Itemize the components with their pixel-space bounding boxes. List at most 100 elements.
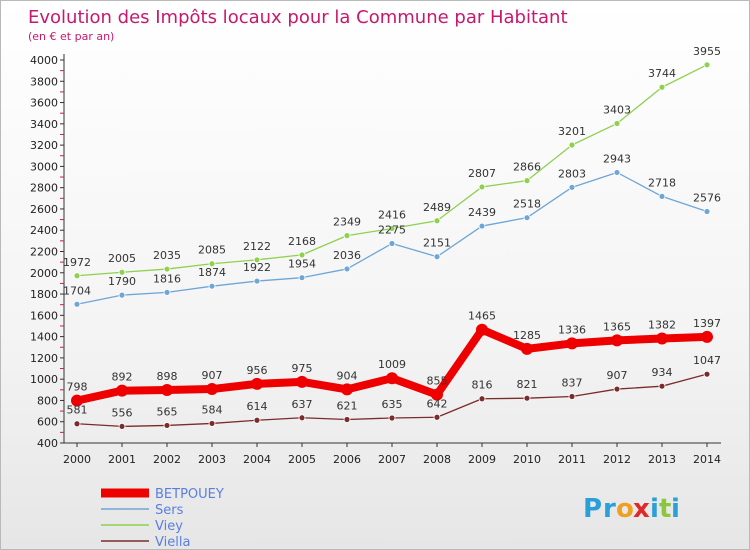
data-point-viey xyxy=(613,120,621,127)
data-label-viey: 2489 xyxy=(423,201,451,214)
data-point-viey xyxy=(208,260,216,268)
data-label-viey: 3201 xyxy=(558,125,586,138)
y-tick-label: 2000 xyxy=(30,267,58,280)
data-point-viella xyxy=(343,416,351,423)
data-label-viey: 2005 xyxy=(108,252,136,265)
y-tick-label: 2400 xyxy=(30,224,58,237)
data-label-betpouey: 956 xyxy=(247,364,268,377)
x-tick-label: 2004 xyxy=(243,453,271,466)
data-label-sers: 2439 xyxy=(468,206,496,219)
data-label-betpouey: 1365 xyxy=(603,320,631,333)
data-point-betpouey xyxy=(611,334,623,347)
x-tick-label: 2012 xyxy=(603,453,631,466)
data-point-viey xyxy=(253,256,261,264)
data-label-viella: 581 xyxy=(67,404,88,417)
data-point-sers xyxy=(523,214,531,222)
y-tick-label: 4000 xyxy=(30,54,58,67)
data-point-betpouey xyxy=(341,383,353,396)
data-label-sers: 2803 xyxy=(558,167,586,180)
legend-label-betpouey: BETPOUEY xyxy=(155,487,224,502)
data-point-sers xyxy=(433,253,441,261)
data-point-betpouey xyxy=(296,375,308,388)
data-label-sers: 2036 xyxy=(333,249,361,262)
data-label-viella: 934 xyxy=(652,366,673,379)
y-tick-label: 1400 xyxy=(30,331,58,344)
data-label-viella: 635 xyxy=(382,398,403,411)
y-tick-label: 1200 xyxy=(30,352,58,365)
data-point-sers xyxy=(658,192,666,200)
data-point-viey xyxy=(568,141,576,149)
x-tick-label: 2001 xyxy=(108,453,136,466)
data-label-sers: 1704 xyxy=(63,284,91,297)
data-label-sers: 1874 xyxy=(198,266,226,279)
data-label-sers: 1922 xyxy=(243,261,271,274)
data-label-sers: 1954 xyxy=(288,258,316,271)
data-point-viey xyxy=(658,83,666,91)
x-tick-label: 2003 xyxy=(198,453,226,466)
data-label-viella: 614 xyxy=(247,400,268,413)
data-point-viey xyxy=(163,265,171,273)
data-label-betpouey: 1336 xyxy=(558,323,586,336)
x-tick-label: 2013 xyxy=(648,453,676,466)
data-label-viella: 565 xyxy=(157,405,178,418)
data-point-viella xyxy=(703,370,711,378)
data-label-viey: 2168 xyxy=(288,235,316,248)
x-tick-label: 2005 xyxy=(288,453,316,466)
data-label-viey: 3403 xyxy=(603,104,631,117)
data-label-viella: 642 xyxy=(427,397,448,410)
data-point-sers xyxy=(253,277,261,285)
data-point-viella xyxy=(73,420,81,428)
y-tick-label: 400 xyxy=(37,437,58,450)
data-label-sers: 2518 xyxy=(513,198,541,211)
data-point-sers xyxy=(208,282,216,290)
data-point-viella xyxy=(163,422,171,429)
data-point-sers xyxy=(613,169,621,176)
legend-label-sers: Sers xyxy=(155,503,184,518)
logo-letter: o xyxy=(616,494,634,524)
x-tick-label: 2002 xyxy=(153,453,181,466)
data-point-sers xyxy=(118,291,126,299)
data-label-viella: 556 xyxy=(112,406,133,419)
x-tick-label: 2008 xyxy=(423,453,451,466)
logo-letter: i xyxy=(671,494,680,524)
y-tick-label: 3800 xyxy=(30,75,58,88)
data-point-betpouey xyxy=(566,337,578,350)
y-tick-label: 600 xyxy=(37,416,58,429)
data-point-sers xyxy=(703,208,711,215)
data-point-viey xyxy=(433,217,441,225)
data-point-viey xyxy=(298,251,306,259)
data-label-sers: 1816 xyxy=(153,272,181,285)
data-label-viey: 2349 xyxy=(333,216,361,229)
data-label-betpouey: 898 xyxy=(157,370,178,383)
data-point-viey xyxy=(478,183,486,191)
data-point-sers xyxy=(163,288,171,296)
data-point-viella xyxy=(253,416,261,424)
y-tick-label: 3400 xyxy=(30,118,58,131)
axes: 400 600 800 1000 1200 1400 1600 1800 2000 2200 240… xyxy=(30,54,721,466)
chart-subtitle: (en € et par an) xyxy=(28,30,114,43)
data-label-betpouey: 904 xyxy=(337,369,358,382)
data-label-viella: 907 xyxy=(607,369,628,382)
x-tick-label: 2011 xyxy=(558,453,586,466)
chart-title: Evolution des Impôts locaux pour la Comm… xyxy=(28,7,568,28)
data-label-viella: 637 xyxy=(292,398,313,411)
data-point-viey xyxy=(343,232,351,240)
data-point-betpouey xyxy=(251,377,263,390)
legend-label-viella: Viella xyxy=(155,535,190,550)
data-point-betpouey xyxy=(386,372,398,385)
data-point-betpouey xyxy=(116,384,128,397)
logo-letter: P xyxy=(583,494,602,524)
data-point-betpouey xyxy=(206,383,218,396)
data-label-betpouey: 907 xyxy=(202,369,223,382)
logo-letter: r xyxy=(603,494,616,524)
data-point-viey xyxy=(388,225,396,232)
data-label-viella: 837 xyxy=(562,377,583,390)
logo-letter: t xyxy=(659,494,671,524)
data-point-betpouey xyxy=(476,323,488,336)
data-label-sers: 2151 xyxy=(423,237,451,250)
data-label-viey: 1972 xyxy=(63,256,91,269)
data-point-viella xyxy=(298,414,306,422)
data-label-viey: 2807 xyxy=(468,167,496,180)
data-label-betpouey: 1009 xyxy=(378,358,406,371)
